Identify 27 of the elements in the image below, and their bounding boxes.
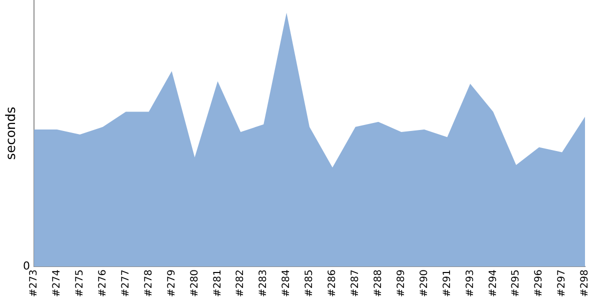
y-axis-title: seconds bbox=[4, 106, 20, 160]
x-tick-label: #289 bbox=[396, 270, 407, 298]
x-tick-label: #290 bbox=[418, 270, 430, 298]
x-tick-label: #288 bbox=[372, 270, 384, 298]
x-tick-label: #295 bbox=[510, 270, 522, 298]
x-tick-label: #294 bbox=[488, 270, 499, 298]
x-tick-label: #297 bbox=[556, 270, 568, 298]
x-tick-label: #274 bbox=[52, 270, 63, 298]
x-tick-label: #285 bbox=[304, 270, 316, 298]
x-tick-label: #287 bbox=[350, 270, 362, 298]
x-tick-label: #282 bbox=[235, 270, 246, 298]
x-tick-label: #278 bbox=[143, 270, 154, 298]
x-tick-label: #277 bbox=[120, 270, 132, 298]
x-tick-label: #275 bbox=[74, 270, 86, 298]
x-tick-label: #281 bbox=[212, 270, 224, 298]
x-tick-label: #293 bbox=[464, 270, 476, 298]
x-tick-label: #298 bbox=[580, 270, 591, 298]
x-tick-label: #273 bbox=[28, 270, 40, 298]
x-tick-label: #279 bbox=[166, 270, 178, 298]
x-tick-label: #284 bbox=[281, 270, 292, 298]
x-tick-label: #286 bbox=[327, 270, 338, 298]
x-tick-label: #283 bbox=[258, 270, 270, 298]
x-tick-label: #280 bbox=[189, 270, 200, 298]
x-tick-label: #276 bbox=[97, 270, 108, 298]
x-tick-label: #291 bbox=[442, 270, 453, 298]
text: 0 bbox=[23, 259, 30, 272]
x-tick-label: #296 bbox=[534, 270, 545, 298]
